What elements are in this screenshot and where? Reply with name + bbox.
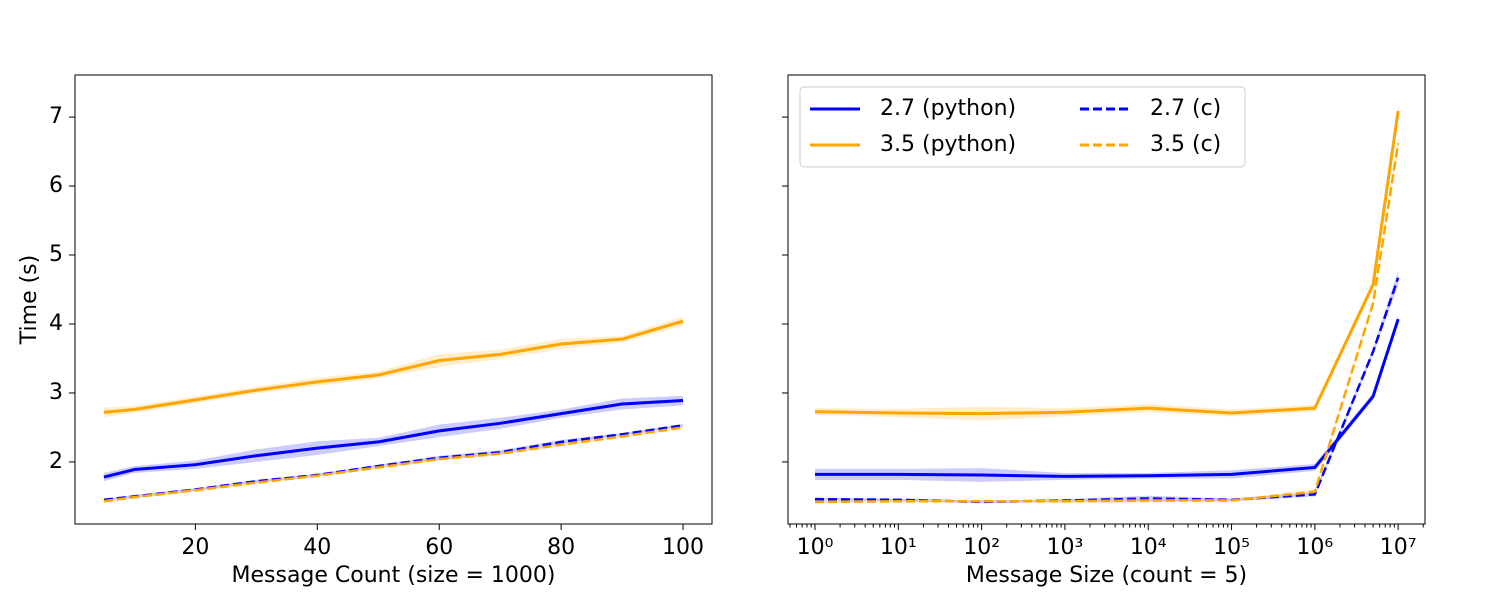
- x-tick-label: 10¹: [880, 535, 917, 560]
- x-tick-label: 10³: [1047, 535, 1084, 560]
- x-axis-label: Message Size (count = 5): [966, 563, 1247, 588]
- confidence-band: [815, 136, 1399, 504]
- x-tick-label: 20: [181, 535, 209, 560]
- y-tick-label: 6: [49, 173, 63, 198]
- series-line: [815, 318, 1400, 478]
- legend-box: [799, 86, 1246, 168]
- x-tick-label: 40: [303, 535, 331, 560]
- x-tick-label: 10⁶: [1296, 535, 1333, 560]
- x-tick-label: 100: [662, 535, 704, 560]
- series-line: [103, 399, 684, 479]
- legend-label: 2.7 (c): [1150, 96, 1221, 121]
- y-tick-label: 3: [49, 380, 63, 405]
- y-tick-label: 2: [49, 449, 63, 474]
- x-tick-label: 10²: [963, 535, 1000, 560]
- legend: 2.7 (python) 3.5 (python) 2.7 (c) 3.5 (c): [799, 86, 1246, 168]
- plot-frame: [74, 74, 713, 525]
- x-tick-label: 60: [425, 535, 453, 560]
- x-tick-label: 10⁵: [1213, 535, 1250, 560]
- x-tick-label: 80: [547, 535, 575, 560]
- y-tick-label: 7: [49, 104, 63, 129]
- legend-label: 2.7 (python): [880, 96, 1016, 121]
- series-line: [814, 110, 1400, 416]
- confidence-band: [815, 315, 1399, 482]
- x-tick-label: 10⁷: [1380, 535, 1417, 560]
- x-axis-label: Message Count (size = 1000): [232, 563, 556, 588]
- legend-label: 3.5 (python): [880, 132, 1016, 157]
- y-axis-label: Time (s): [17, 255, 42, 345]
- plot-frame: [787, 74, 1426, 525]
- x-tick-label: 10⁴: [1130, 535, 1167, 560]
- series-line: [103, 426, 684, 503]
- x-tick-label: 10⁰: [797, 535, 834, 560]
- series-line: [103, 319, 684, 414]
- y-tick-label: 4: [49, 311, 63, 336]
- series-line: [814, 143, 1400, 504]
- legend-label: 3.5 (c): [1150, 132, 1221, 157]
- y-tick-label: 5: [49, 242, 63, 267]
